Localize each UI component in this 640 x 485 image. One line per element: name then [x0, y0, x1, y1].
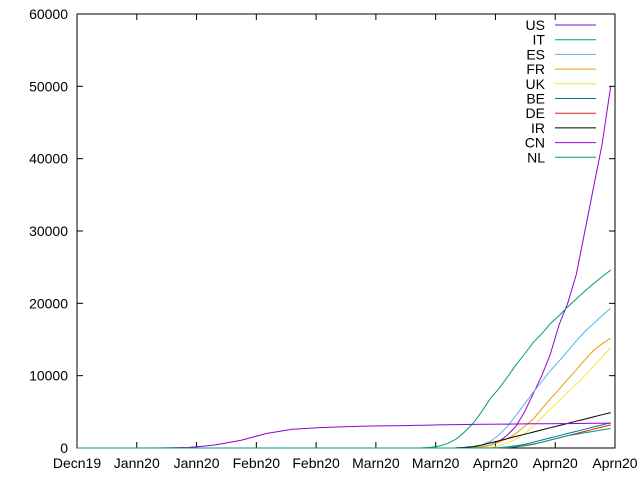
- legend-label-cn: CN: [525, 135, 545, 151]
- legend-label-uk: UK: [526, 76, 546, 92]
- y-tick-label: 0: [60, 440, 68, 456]
- x-tick-label: Jann20: [114, 455, 160, 471]
- x-tick-label: Decn19: [53, 455, 101, 471]
- series-line-cn: [77, 422, 611, 449]
- legend-label-us: US: [526, 17, 545, 33]
- x-tick-label: Aprn20: [592, 455, 637, 471]
- x-tick-label: Marn20: [412, 455, 460, 471]
- y-tick-label: 50000: [29, 78, 68, 94]
- series-line-nl: [77, 428, 611, 449]
- x-tick-label: Febn20: [233, 455, 281, 471]
- legend-label-nl: NL: [527, 149, 545, 165]
- y-tick-label: 60000: [29, 6, 68, 22]
- x-tick-label: Febn20: [292, 455, 340, 471]
- legend-label-ir: IR: [531, 120, 545, 136]
- x-tick-label: Marn20: [352, 455, 400, 471]
- y-tick-label: 30000: [29, 223, 68, 239]
- legend-label-es: ES: [526, 46, 545, 62]
- x-tick-label: Aprn20: [533, 455, 578, 471]
- y-tick-label: 10000: [29, 368, 68, 384]
- legend-label-de: DE: [526, 105, 545, 121]
- legend-label-it: IT: [533, 32, 546, 48]
- y-tick-label: 40000: [29, 151, 68, 167]
- x-tick-label: Jann20: [174, 455, 220, 471]
- legend-label-be: BE: [526, 91, 545, 107]
- y-tick-label: 20000: [29, 295, 68, 311]
- x-tick-label: Aprn20: [473, 455, 518, 471]
- legend-label-fr: FR: [526, 61, 545, 77]
- series-line-fr: [77, 337, 611, 449]
